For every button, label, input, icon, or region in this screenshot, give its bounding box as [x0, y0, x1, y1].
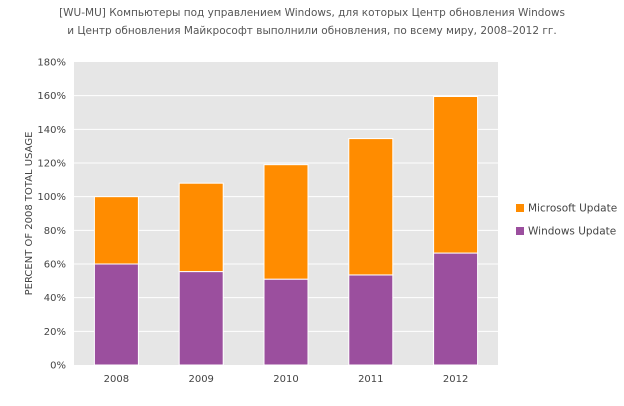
bar-windows-update-2008 [93, 263, 139, 366]
legend-label-microsoft-update: Microsoft Update [528, 203, 617, 215]
y-tick-label: 120% [37, 159, 66, 170]
y-tick-label: 80% [44, 226, 66, 237]
bar-microsoft-update-2009 [178, 182, 224, 273]
x-tick-label: 2008 [104, 374, 129, 385]
bar-windows-update-2012 [433, 252, 479, 366]
y-axis-label: PERCENT OF 2008 TOTAL USAGE [24, 132, 35, 296]
y-tick-labels: 0% 20% 40% 60% 80% 100% 120% 140% 160% 180% [37, 58, 66, 372]
bars [93, 96, 479, 366]
y-tick-label: 0% [50, 361, 66, 372]
bar-microsoft-update-2011 [348, 138, 394, 276]
chart-title-line-1: [WU-MU] Компьютеры под управлением Windo… [59, 7, 565, 19]
legend-swatch-microsoft-update [516, 204, 524, 212]
y-tick-label: 160% [37, 91, 66, 102]
legend: Microsoft Update Windows Update [516, 203, 617, 238]
chart-title-line-2: и Центр обновления Майкрософт выполнили … [67, 25, 557, 37]
bar-windows-update-2009 [178, 271, 224, 366]
y-tick-label: 180% [37, 58, 66, 69]
bar-windows-update-2010 [263, 278, 309, 366]
legend-label-windows-update: Windows Update [528, 226, 616, 238]
bar-microsoft-update-2012 [433, 96, 479, 254]
x-tick-label: 2010 [273, 374, 298, 385]
y-tick-label: 20% [44, 327, 66, 338]
x-tick-label: 2011 [358, 374, 383, 385]
y-tick-label: 100% [37, 192, 66, 203]
bar-windows-update-2011 [348, 274, 394, 366]
bar-microsoft-update-2010 [263, 164, 309, 280]
bar-microsoft-update-2008 [93, 196, 139, 265]
legend-swatch-windows-update [516, 227, 524, 235]
y-tick-label: 40% [44, 293, 66, 304]
y-tick-label: 60% [44, 260, 66, 271]
x-tick-labels: 2008 2009 2010 2011 2012 [104, 374, 469, 385]
x-tick-label: 2012 [443, 374, 468, 385]
x-tick-label: 2009 [188, 374, 213, 385]
y-tick-label: 140% [37, 125, 66, 136]
